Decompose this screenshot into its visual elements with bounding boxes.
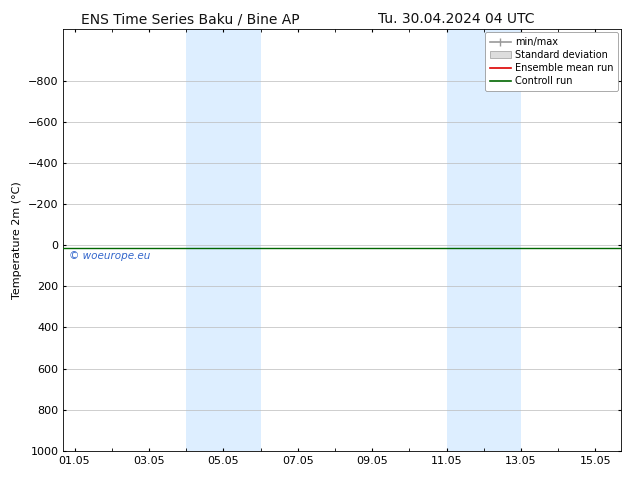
Bar bbox=[186, 29, 261, 451]
Y-axis label: Temperature 2m (°C): Temperature 2m (°C) bbox=[13, 181, 22, 299]
Legend: min/max, Standard deviation, Ensemble mean run, Controll run: min/max, Standard deviation, Ensemble me… bbox=[485, 32, 618, 91]
Text: Tu. 30.04.2024 04 UTC: Tu. 30.04.2024 04 UTC bbox=[378, 12, 534, 26]
Text: ENS Time Series Baku / Bine AP: ENS Time Series Baku / Bine AP bbox=[81, 12, 299, 26]
Bar bbox=[446, 29, 521, 451]
Text: © woeurope.eu: © woeurope.eu bbox=[69, 251, 150, 261]
